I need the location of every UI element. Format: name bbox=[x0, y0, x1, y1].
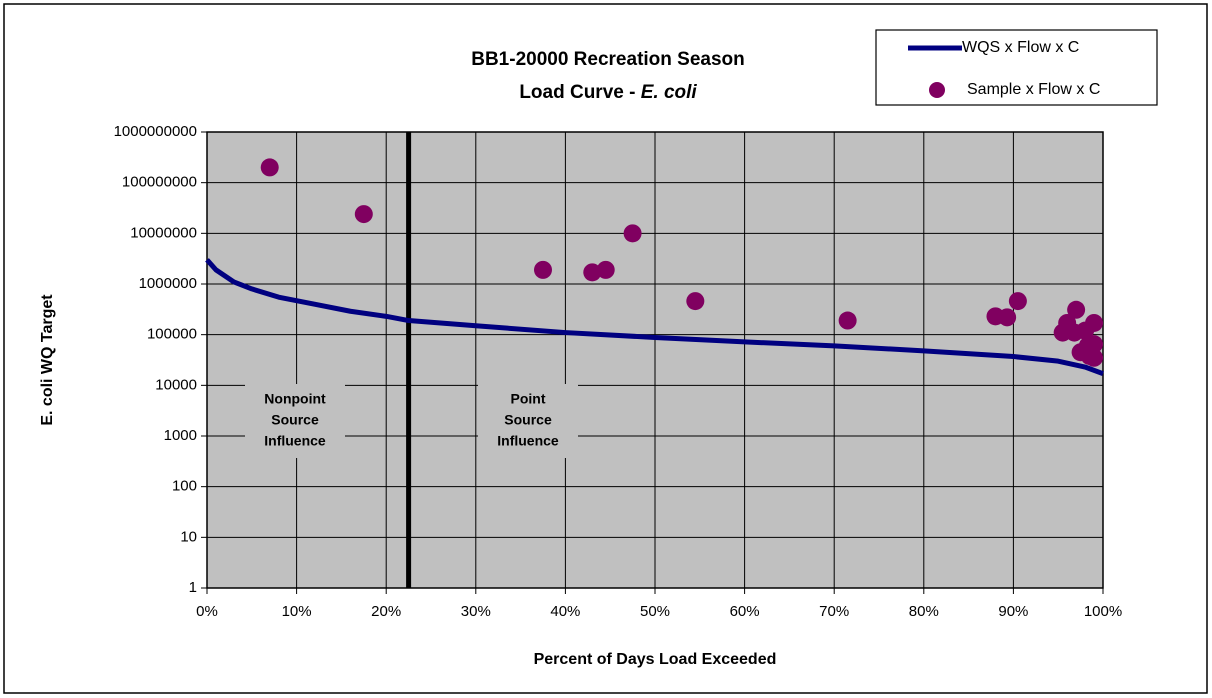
sample-point bbox=[686, 292, 705, 311]
sample-point bbox=[583, 263, 602, 282]
y-tick-label: 1000 bbox=[164, 427, 197, 444]
legend-box bbox=[875, 29, 1158, 106]
sample-point bbox=[354, 205, 373, 224]
y-axis-label: E. coli WQ Target bbox=[39, 294, 56, 426]
x-tick-label: 30% bbox=[461, 603, 491, 620]
sample-point bbox=[1085, 348, 1104, 367]
title-italic: E. coli bbox=[641, 82, 698, 103]
y-tick-label: 1 bbox=[189, 579, 197, 596]
sample-point bbox=[1008, 292, 1027, 311]
sample-point bbox=[1085, 313, 1104, 332]
legend-label: Sample x Flow x C bbox=[967, 81, 1100, 98]
sample-point bbox=[1067, 300, 1086, 319]
annotation: Influence bbox=[497, 433, 559, 449]
sample-point bbox=[534, 260, 552, 279]
load-curve bbox=[205, 258, 1104, 377]
annotation: Source bbox=[271, 412, 319, 428]
x-tick-label: 50% bbox=[640, 603, 670, 620]
title-text: Load Curve - bbox=[519, 82, 640, 103]
sample-point bbox=[1085, 335, 1104, 354]
legend-label: WQS x Flow x C bbox=[962, 39, 1079, 56]
chart-title-line2: Load Curve - E. coli bbox=[519, 82, 697, 103]
x-tick-label: 0% bbox=[196, 603, 218, 620]
annotation-bg bbox=[245, 384, 345, 458]
annotation-bg bbox=[478, 384, 578, 458]
y-tick-label: 1000000 bbox=[139, 275, 197, 292]
x-tick-label: 20% bbox=[371, 603, 401, 620]
x-tick-label: 10% bbox=[282, 603, 312, 620]
x-tick-label: 90% bbox=[998, 603, 1028, 620]
y-tick-label: 10000 bbox=[155, 376, 197, 393]
sample-point bbox=[998, 308, 1017, 327]
annotation: Nonpoint bbox=[264, 391, 326, 407]
annotation: Point bbox=[511, 391, 546, 407]
x-tick-label: 80% bbox=[909, 603, 939, 620]
x-tick-label: 100% bbox=[1084, 603, 1122, 620]
sample-point bbox=[838, 311, 857, 330]
annotation: Influence bbox=[264, 433, 326, 449]
x-tick-label: 70% bbox=[819, 603, 849, 620]
y-tick-label: 10000000 bbox=[130, 224, 197, 241]
sample-point bbox=[623, 224, 642, 243]
legend-dot bbox=[929, 82, 945, 98]
plot-frame bbox=[206, 131, 1104, 589]
y-tick-label: 100000000 bbox=[122, 174, 197, 191]
annotation: Source bbox=[504, 412, 552, 428]
y-tick-label: 10 bbox=[180, 528, 197, 545]
x-axis-label: Percent of Days Load Exceeded bbox=[534, 651, 777, 668]
sample-point bbox=[596, 260, 615, 279]
chart-title: BB1-20000 Recreation Season bbox=[471, 49, 745, 70]
y-tick-label: 100 bbox=[172, 478, 197, 495]
y-tick-label: 1000000000 bbox=[114, 123, 197, 140]
x-tick-label: 40% bbox=[550, 603, 580, 620]
x-tick-label: 60% bbox=[730, 603, 760, 620]
y-tick-label: 100000 bbox=[147, 326, 197, 343]
sample-point bbox=[260, 158, 279, 177]
